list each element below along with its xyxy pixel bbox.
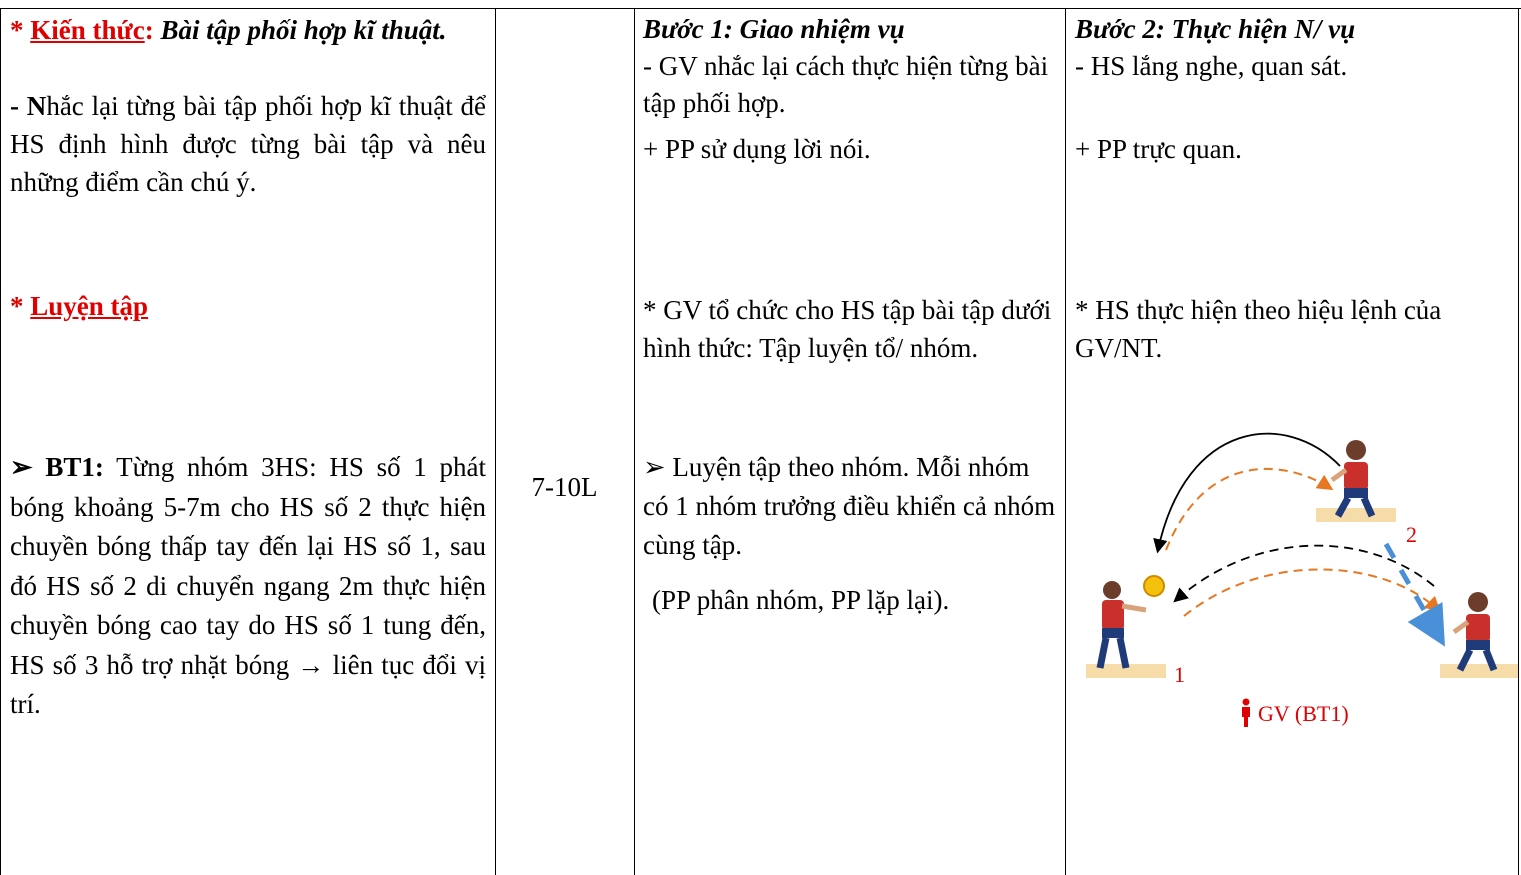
- position-label: 2: [1406, 522, 1417, 547]
- knowledge-heading: * Kiến thức: Bài tập phối hợp kĩ thuật.: [10, 11, 486, 49]
- topic: Bài tập phối hợp kĩ thuật.: [160, 15, 447, 45]
- colon: :: [144, 15, 154, 45]
- teacher-icon: [1242, 698, 1250, 727]
- execution: * HS thực hiện theo hiệu lệnh của GV/NT.: [1075, 291, 1515, 367]
- teacher-label: GV (BT1): [1258, 701, 1349, 726]
- practice-heading: * Luyện tập: [10, 287, 486, 325]
- text: (PP phân nhóm, PP lặp lại).: [652, 585, 950, 615]
- floor: [1440, 664, 1518, 678]
- lead: - N: [10, 91, 47, 121]
- pass-arrow: [1165, 467, 1334, 551]
- table-border-top: [0, 8, 1521, 9]
- dosage-text: 7-10L: [531, 472, 598, 502]
- text: ➢ Luyện tập theo nhóm. Mỗi nhóm có 1 nhó…: [643, 452, 1056, 560]
- text: * HS thực hiện theo hiệu lệnh của GV/NT.: [1075, 295, 1442, 363]
- step-heading: Bước 1: Giao nhiệm vụ: [643, 14, 905, 44]
- exercise-diagram: 2 1 GV (BT1): [1086, 432, 1518, 727]
- organization: * GV tổ chức cho HS tập bài tập dưới hìn…: [643, 291, 1059, 367]
- group-practice: ➢ Luyện tập theo nhóm. Mỗi nhóm có 1 nhó…: [643, 448, 1059, 565]
- column-border: [495, 8, 496, 875]
- floor: [1086, 664, 1166, 678]
- arrow: →: [297, 649, 325, 680]
- knowledge-text: - Nhắc lại từng bài tập phối hợp kĩ thuậ…: [10, 87, 486, 201]
- method: + PP trực quan.: [1075, 130, 1515, 168]
- step2: Bước 2: Thực hiện N/ vụ - HS lắng nghe, q…: [1075, 11, 1515, 85]
- text: - HS lắng nghe, quan sát.: [1075, 51, 1348, 81]
- text: liên tục đổi vị trí.: [10, 649, 487, 720]
- move-arrow: [1383, 542, 1445, 647]
- step-heading: Bước 2: Thực hiện N/ vụ: [1075, 14, 1356, 44]
- pass-arrow: [1153, 432, 1341, 554]
- text: - GV nhắc lại cách thực hiện từng bài tậ…: [643, 51, 1049, 118]
- label: Luyện tập: [30, 291, 149, 321]
- star: *: [10, 15, 31, 45]
- table-border: [0, 8, 1, 875]
- text: hắc lại từng bài tập phối hợp kĩ thuật đ…: [10, 91, 486, 197]
- star: *: [10, 291, 31, 321]
- step1: Bước 1: Giao nhiệm vụ - GV nhắc lại cách …: [643, 11, 1059, 122]
- method: (PP phân nhóm, PP lặp lại).: [652, 581, 1068, 619]
- text: + PP sử dụng lời nói.: [643, 134, 871, 164]
- method: + PP sử dụng lời nói.: [643, 130, 1059, 168]
- lead: ➢ BT1:: [10, 452, 104, 482]
- table-border: [1518, 8, 1519, 875]
- player-2: [1330, 440, 1376, 518]
- pass-arrow: [1173, 544, 1435, 603]
- column-border: [634, 8, 635, 875]
- player-3: [1452, 592, 1498, 672]
- floor: [1316, 508, 1396, 522]
- position-label: 1: [1174, 662, 1185, 687]
- text: Từng nhóm 3HS: HS số 1 phát bóng khoảng …: [10, 452, 486, 680]
- pass-arrow: [1183, 568, 1441, 617]
- text: * GV tổ chức cho HS tập bài tập dưới hìn…: [643, 295, 1052, 363]
- column-border: [1065, 8, 1066, 875]
- exercise-text: ➢ BT1: Từng nhóm 3HS: HS số 1 phát bóng …: [10, 448, 486, 725]
- player-1: [1096, 575, 1165, 669]
- text: + PP trực quan.: [1075, 134, 1242, 164]
- label: Kiến thức: [30, 15, 145, 45]
- dosage: 7-10L: [495, 468, 634, 506]
